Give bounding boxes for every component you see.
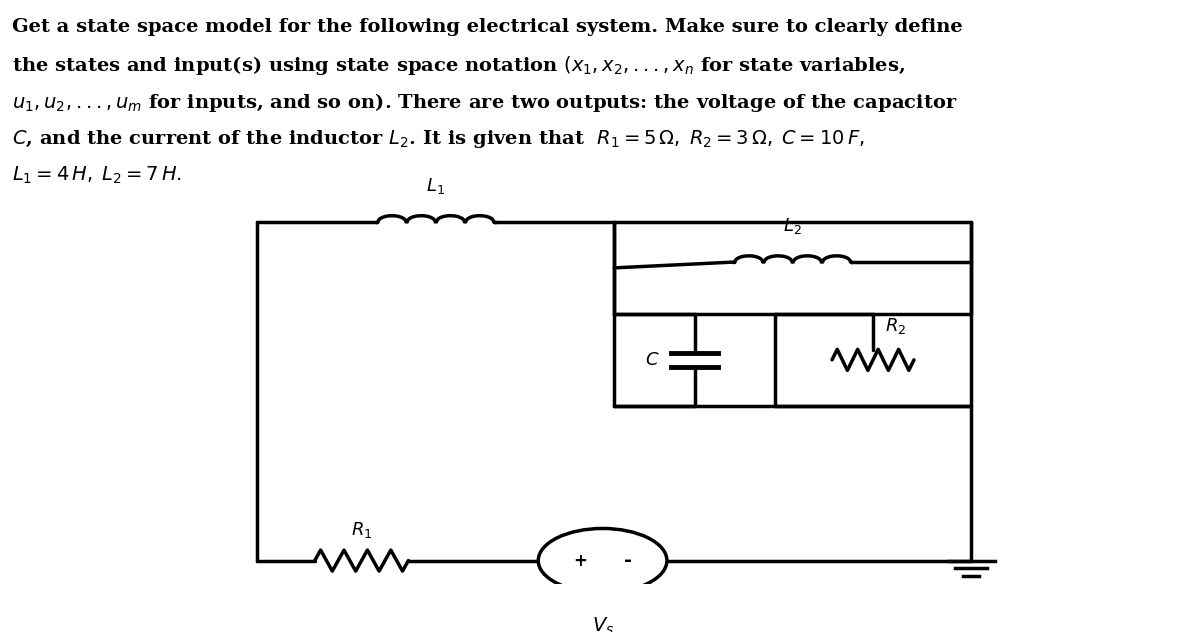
Text: $R_2$: $R_2$ <box>884 317 906 336</box>
Text: $R_1$: $R_1$ <box>350 520 372 540</box>
Text: $u_1, u_2, ..., u_m$ for inputs, and so on). There are two outputs: the voltage : $u_1, u_2, ..., u_m$ for inputs, and so … <box>12 91 958 114</box>
Text: -: - <box>624 551 632 570</box>
Text: $C$, and the current of the inductor $L_2$. It is given that  $R_1 = 5\,\Omega,\: $C$, and the current of the inductor $L_… <box>12 128 864 150</box>
Text: $L_1$: $L_1$ <box>426 176 445 196</box>
Text: the states and input(s) using state space notation $(x_1, x_2, ..., x_n$ for sta: the states and input(s) using state spac… <box>12 54 905 77</box>
Text: $V_s$: $V_s$ <box>592 616 613 632</box>
Text: $C$: $C$ <box>644 351 660 369</box>
Text: $L_2$: $L_2$ <box>784 216 802 236</box>
Text: Get a state space model for the following electrical system. Make sure to clearl: Get a state space model for the followin… <box>12 18 962 35</box>
Text: $L_1 = 4\,H,\; L_2 = 7\,H.$: $L_1 = 4\,H,\; L_2 = 7\,H.$ <box>12 165 181 186</box>
Text: +: + <box>574 552 587 569</box>
